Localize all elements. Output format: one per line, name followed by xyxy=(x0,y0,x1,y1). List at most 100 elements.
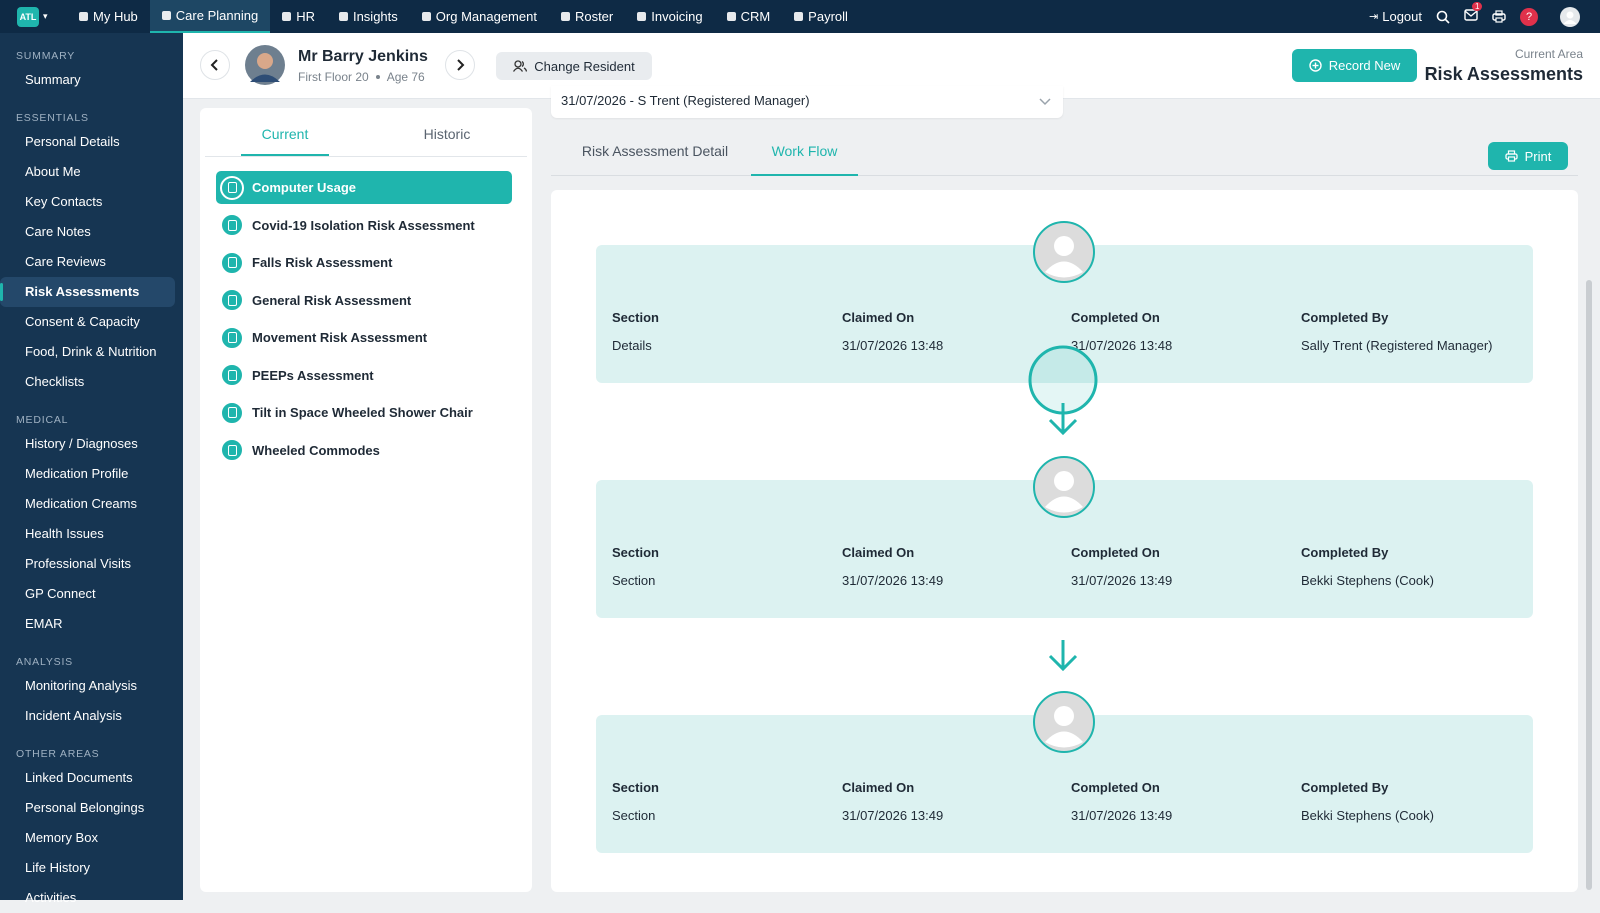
detail-tab[interactable]: Work Flow xyxy=(751,143,858,176)
column-value: 31/07/2026 13:48 xyxy=(842,338,944,353)
assessment-item[interactable]: Falls Risk Assessment xyxy=(216,246,512,279)
sidebar-item[interactable]: Monitoring Analysis xyxy=(25,678,137,693)
assessment-icon xyxy=(220,288,244,312)
record-new-button[interactable]: Record New xyxy=(1292,49,1417,82)
sidebar: SUMMARY Summary ESSENTIALS Personal Details… xyxy=(0,33,183,905)
sidebar-item[interactable]: Activities xyxy=(25,890,77,905)
assessment-item[interactable]: Movement Risk Assessment xyxy=(216,321,512,354)
sidebar-item[interactable]: Linked Documents xyxy=(25,770,133,785)
change-resident-button[interactable]: Change Resident xyxy=(496,52,652,80)
workflow-panel: Section Details Claimed On 31/07/2026 13:48… xyxy=(551,190,1578,892)
sidebar-item[interactable]: GP Connect xyxy=(25,586,96,601)
resident-meta: First Floor 20 Age 76 xyxy=(298,70,425,84)
section-title: MEDICAL xyxy=(16,414,69,426)
assessment-label: Wheeled Commodes xyxy=(252,442,380,458)
nav-item[interactable]: Invoicing xyxy=(625,0,714,33)
sidebar-item[interactable]: Care Notes xyxy=(25,224,91,239)
sidebar-item[interactable]: Medication Profile xyxy=(25,466,129,481)
list-tab[interactable]: Historic xyxy=(367,126,527,156)
column-value: Details xyxy=(612,338,652,353)
column-header: Claimed On xyxy=(842,545,915,560)
sidebar-item[interactable]: Life History xyxy=(25,860,91,875)
column-value: Bekki Stephens (Cook) xyxy=(1301,808,1434,823)
dropdown-caret xyxy=(1039,98,1051,106)
nav-item[interactable]: CRM xyxy=(715,0,783,33)
column-value: 31/07/2026 13:49 xyxy=(842,573,944,588)
step-avatar xyxy=(1033,456,1095,518)
area-title: Risk Assessments xyxy=(1424,64,1583,84)
record-new-label: Record New xyxy=(1328,58,1401,73)
column-value: 31/07/2026 13:49 xyxy=(1071,808,1173,823)
assessment-item[interactable]: Computer Usage xyxy=(216,171,512,204)
resident-photo xyxy=(245,45,285,85)
logout[interactable]: ⇥ Logout xyxy=(1369,9,1422,24)
change-resident-label: Change Resident xyxy=(534,58,635,74)
sidebar-item[interactable]: About Me xyxy=(25,164,81,179)
assessment-item[interactable]: Wheeled Commodes xyxy=(216,434,512,467)
assessment-item[interactable]: Covid-19 Isolation Risk Assessment xyxy=(216,209,512,242)
doc-glyph xyxy=(227,332,237,343)
detail-tab[interactable]: Risk Assessment Detail xyxy=(581,143,729,159)
help-button[interactable]: ? xyxy=(1520,7,1538,26)
logo[interactable]: ATL xyxy=(17,6,39,27)
sidebar-item[interactable]: Care Reviews xyxy=(25,254,106,269)
sidebar-item[interactable]: Personal Belongings xyxy=(25,800,145,815)
nav-label: My Hub xyxy=(93,9,138,24)
nav-item[interactable]: Roster xyxy=(549,0,625,33)
search-icon[interactable] xyxy=(1436,10,1450,24)
nav-label: Payroll xyxy=(808,9,848,24)
sidebar-item[interactable]: Key Contacts xyxy=(25,194,103,209)
sidebar-item[interactable]: EMAR xyxy=(25,616,63,631)
nav-item[interactable]: Care Planning xyxy=(149,0,271,33)
sidebar-item[interactable]: Checklists xyxy=(25,374,85,389)
print-icon[interactable] xyxy=(1492,10,1506,23)
print-button[interactable]: Print xyxy=(1488,142,1568,170)
assessment-icon xyxy=(220,213,244,237)
assessment-item[interactable]: Tilt in Space Wheeled Shower Chair xyxy=(216,396,512,429)
print-label: Print xyxy=(1524,148,1552,164)
column-header: Section xyxy=(612,780,659,795)
sidebar-item[interactable]: Summary xyxy=(25,72,81,87)
nav-item[interactable]: Org Management xyxy=(410,0,549,33)
mail-icon xyxy=(1464,9,1478,21)
nav-icon xyxy=(79,12,88,21)
section-title: SUMMARY xyxy=(16,50,76,62)
column-value: Sally Trent (Registered Manager) xyxy=(1301,338,1493,353)
nav-item[interactable]: Payroll xyxy=(782,0,860,33)
messages[interactable]: 1 xyxy=(1464,2,1483,24)
next-resident[interactable] xyxy=(445,50,475,80)
assessment-icon xyxy=(220,325,244,350)
nav-item[interactable]: My Hub xyxy=(67,0,150,33)
scrollbar[interactable] xyxy=(1586,280,1592,890)
sidebar-item[interactable]: Medication Creams xyxy=(25,496,137,511)
nav-label: HR xyxy=(296,9,315,24)
assessment-item[interactable]: General Risk Assessment xyxy=(216,284,512,317)
column-header: Claimed On xyxy=(842,310,915,325)
sidebar-item[interactable]: History / Diagnoses xyxy=(25,436,138,451)
logo-caret[interactable]: ▾ xyxy=(43,11,48,21)
sidebar-item[interactable]: Risk Assessments xyxy=(0,277,175,307)
nav-label: Care Planning xyxy=(175,8,259,23)
sidebar-item[interactable]: Memory Box xyxy=(25,830,98,845)
sidebar-item[interactable]: Health Issues xyxy=(25,526,104,541)
step-avatar xyxy=(1033,221,1095,283)
sidebar-item[interactable]: Professional Visits xyxy=(25,556,131,571)
column-value: 31/07/2026 13:49 xyxy=(1071,573,1173,588)
print-button-icon xyxy=(1504,150,1518,162)
sidebar-item[interactable]: Personal Details xyxy=(25,134,120,149)
nav-label: CRM xyxy=(740,9,771,24)
list-tab[interactable]: Current xyxy=(205,126,365,156)
sidebar-item[interactable]: Consent & Capacity xyxy=(25,314,140,329)
prev-resident[interactable] xyxy=(200,50,230,80)
column-header: Completed By xyxy=(1301,310,1389,325)
sidebar-item[interactable]: Incident Analysis xyxy=(25,708,122,723)
assessment-item[interactable]: PEEPs Assessment xyxy=(216,359,512,392)
version-dropdown[interactable]: 31/07/2026 - S Trent (Registered Manager… xyxy=(551,86,1063,118)
doc-glyph xyxy=(227,407,237,418)
user-avatar[interactable] xyxy=(1560,6,1580,27)
section-title: ANALYSIS xyxy=(16,656,73,668)
nav-item[interactable]: Insights xyxy=(327,0,410,33)
nav-item[interactable]: HR xyxy=(270,0,327,33)
sidebar-item[interactable]: Food, Drink & Nutrition xyxy=(25,344,157,359)
